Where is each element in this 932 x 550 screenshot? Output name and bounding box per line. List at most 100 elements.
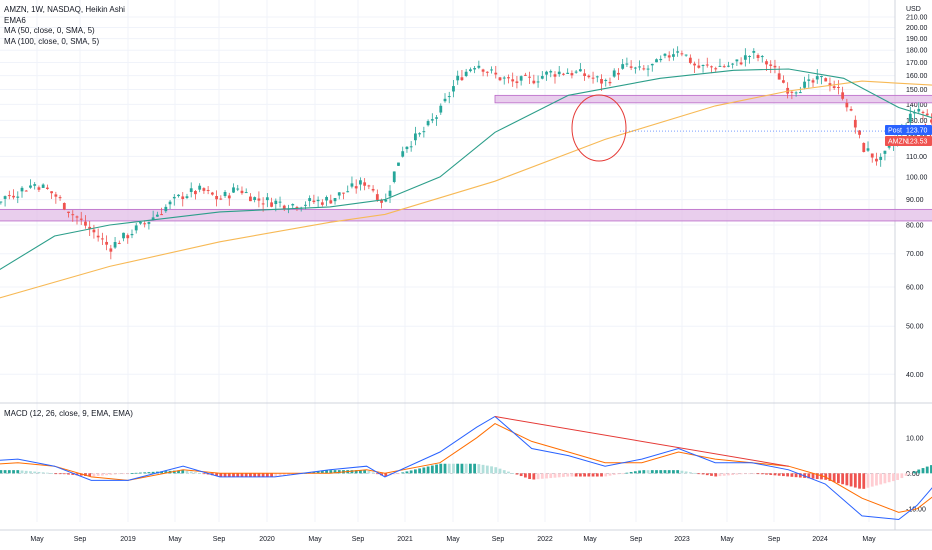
- annotation-circle: [571, 94, 627, 162]
- macd-histogram-bar: [253, 473, 257, 477]
- macd-histogram-bar: [418, 468, 422, 474]
- macd-histogram-bar: [485, 465, 489, 474]
- macd-histogram-bar: [202, 473, 206, 475]
- macd-histogram-bar: [502, 470, 506, 474]
- candle-body: [435, 117, 438, 119]
- macd-trendline: [494, 416, 789, 467]
- time-tick-label: 2019: [120, 536, 136, 543]
- macd-histogram-bar: [862, 473, 866, 489]
- candle-body: [693, 63, 696, 66]
- candle-body: [807, 79, 811, 81]
- candle-body: [113, 242, 117, 248]
- time-tick-label: 2022: [537, 536, 553, 543]
- macd-histogram-bar: [638, 470, 641, 474]
- macd-histogram-bar: [367, 470, 371, 474]
- candle-body: [282, 205, 286, 209]
- macd-histogram-bar: [930, 465, 932, 474]
- macd-histogram-bar: [617, 473, 620, 475]
- macd-histogram-bar: [481, 464, 485, 474]
- macd-histogram-bar: [672, 470, 675, 474]
- candle-body: [249, 196, 252, 202]
- macd-histogram-bar: [16, 470, 20, 474]
- macd-histogram-bar: [92, 473, 96, 477]
- time-tick-label: May: [720, 536, 734, 543]
- macd-histogram-bar: [185, 470, 189, 474]
- candle-body: [316, 199, 320, 202]
- candle-body: [752, 51, 756, 53]
- macd-histogram-bar: [105, 473, 109, 476]
- candle-body: [244, 192, 248, 194]
- candle-body: [375, 194, 379, 200]
- candle-body: [718, 65, 722, 67]
- macd-histogram-bar: [667, 470, 671, 474]
- macd-histogram-bar: [676, 470, 680, 474]
- ma100-legend: MA (100, close, 0, SMA, 5): [4, 36, 100, 46]
- candle-body: [549, 71, 553, 73]
- candle-body: [359, 180, 362, 185]
- candle-body: [312, 200, 316, 203]
- candle-body: [837, 87, 840, 89]
- macd-histogram-bar: [12, 470, 15, 474]
- candle-body: [350, 183, 354, 187]
- candle-body: [604, 79, 608, 81]
- candle-body: [33, 184, 37, 186]
- macd-histogram-bar: [177, 470, 180, 474]
- macd-histogram-bar: [181, 470, 185, 474]
- candle-body: [426, 121, 430, 126]
- time-tick-label: Sep: [768, 536, 781, 543]
- macd-histogram-bar: [659, 470, 663, 474]
- macd-histogram-bar: [663, 470, 667, 474]
- candle-body: [54, 194, 58, 197]
- candle-body: [219, 198, 223, 200]
- macd-signal-line: [0, 423, 932, 513]
- time-tick-label: Sep: [352, 536, 365, 543]
- macd-histogram-bar: [223, 473, 227, 477]
- price-tick-label: 130.00: [906, 118, 928, 125]
- macd-histogram-bar: [519, 473, 523, 477]
- candle-body: [367, 185, 371, 187]
- candle-body: [498, 77, 502, 81]
- macd-histogram-bar: [866, 473, 870, 488]
- price-tick-label: 50.00: [906, 324, 924, 331]
- macd-histogram-bar: [375, 473, 379, 475]
- candle-body: [562, 73, 565, 75]
- candle-body: [587, 75, 591, 78]
- candle-body: [646, 68, 650, 70]
- candle-body: [477, 65, 481, 68]
- macd-histogram-bar: [735, 473, 739, 475]
- candle-body: [88, 226, 92, 229]
- candle-body: [58, 197, 62, 199]
- candle-body: [50, 191, 54, 194]
- price-tick-label: 100.00: [906, 174, 928, 181]
- time-tick-label: May: [583, 536, 597, 543]
- candle-body: [532, 80, 536, 84]
- macd-histogram-bar: [879, 473, 883, 485]
- price-tick-label: 210.00: [906, 15, 928, 22]
- macd-histogram-bar: [853, 473, 857, 488]
- macd-histogram-bar: [198, 473, 202, 474]
- macd-histogram-bar: [837, 473, 840, 484]
- macd-histogram-bar: [642, 470, 646, 474]
- macd-tick-label: 10.00: [906, 435, 924, 442]
- candle-body: [570, 73, 574, 76]
- macd-histogram-bar: [409, 470, 413, 474]
- candle-body: [236, 188, 240, 190]
- macd-histogram-bar: [536, 473, 540, 480]
- time-tick-label: Sep: [630, 536, 643, 543]
- candle-body: [380, 200, 383, 203]
- candle-body: [621, 64, 625, 69]
- candle-body: [405, 146, 409, 150]
- candle-body: [147, 222, 151, 224]
- macd-histogram-bar: [37, 471, 41, 474]
- macd-histogram-bar: [282, 473, 286, 476]
- price-tick-label: 160.00: [906, 73, 928, 80]
- macd-histogram-bar: [397, 473, 400, 475]
- candle-body: [595, 76, 599, 78]
- candle-body: [714, 68, 718, 70]
- macd-histogram-bar: [858, 473, 861, 489]
- price-tick-label: 80.00: [906, 222, 924, 229]
- macd-histogram-bar: [566, 473, 570, 477]
- candle-body: [397, 162, 400, 166]
- candle-body: [181, 196, 185, 200]
